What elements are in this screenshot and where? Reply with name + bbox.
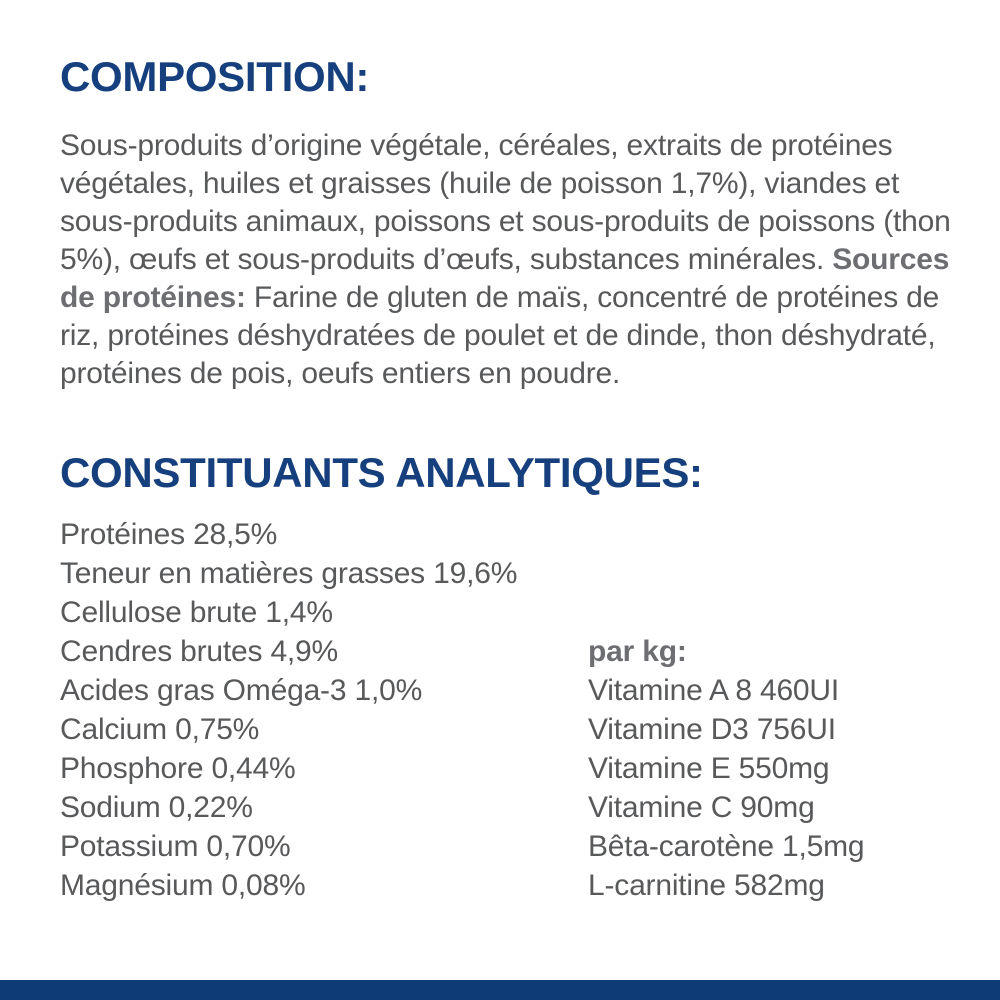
analytical-item-vitamin-e: Vitamine E 550mg bbox=[588, 752, 830, 786]
composition-paragraph: Sous-produits d’origine végétale, céréal… bbox=[60, 127, 955, 393]
analytical-constituents-heading: CONSTITUANTS ANALYTIQUES: bbox=[60, 449, 703, 497]
analytical-item-magnesium: Magnésium 0,08% bbox=[60, 869, 306, 903]
analytical-item-l-carnitine: L-carnitine 582mg bbox=[588, 869, 825, 903]
protein-sources-label: Sources de protéines: bbox=[60, 243, 950, 315]
analytical-item-fat: Teneur en matières grasses 19,6% bbox=[60, 557, 518, 591]
analytical-left-column: Protéines 28,5% Teneur en matières grass… bbox=[60, 515, 588, 905]
analytical-item-omega3: Acides gras Oméga-3 1,0% bbox=[60, 674, 423, 708]
bottom-navy-bar bbox=[0, 980, 1000, 1000]
analytical-item-potassium: Potassium 0,70% bbox=[60, 830, 291, 864]
per-kg-label: par kg: bbox=[588, 635, 687, 669]
analytical-right-column: par kg: Vitamine A 8 460UI Vitamine D3 7… bbox=[588, 632, 960, 905]
label-content: COMPOSITION: Sous-produits d’origine vég… bbox=[60, 53, 960, 905]
analytical-item-beta-carotene: Bêta-carotène 1,5mg bbox=[588, 830, 865, 864]
analytical-item-fibre: Cellulose brute 1,4% bbox=[60, 596, 333, 630]
protein-sources-text: Farine de gluten de maïs, concentré de p… bbox=[60, 281, 940, 391]
analytical-item-proteins: Protéines 28,5% bbox=[60, 518, 278, 552]
analytical-item-vitamin-c: Vitamine C 90mg bbox=[588, 791, 815, 825]
analytical-item-ash: Cendres brutes 4,9% bbox=[60, 635, 339, 669]
composition-ingredients-text: Sous-produits d’origine végétale, céréal… bbox=[60, 129, 951, 277]
composition-heading: COMPOSITION: bbox=[60, 53, 370, 100]
analytical-item-sodium: Sodium 0,22% bbox=[60, 791, 253, 825]
analytical-constituents-table: Protéines 28,5% Teneur en matières grass… bbox=[60, 515, 960, 905]
analytical-item-vitamin-d3: Vitamine D3 756UI bbox=[588, 713, 836, 747]
analytical-item-calcium: Calcium 0,75% bbox=[60, 713, 260, 747]
analytical-item-vitamin-a: Vitamine A 8 460UI bbox=[588, 674, 840, 708]
analytical-item-phosphorus: Phosphore 0,44% bbox=[60, 752, 296, 786]
